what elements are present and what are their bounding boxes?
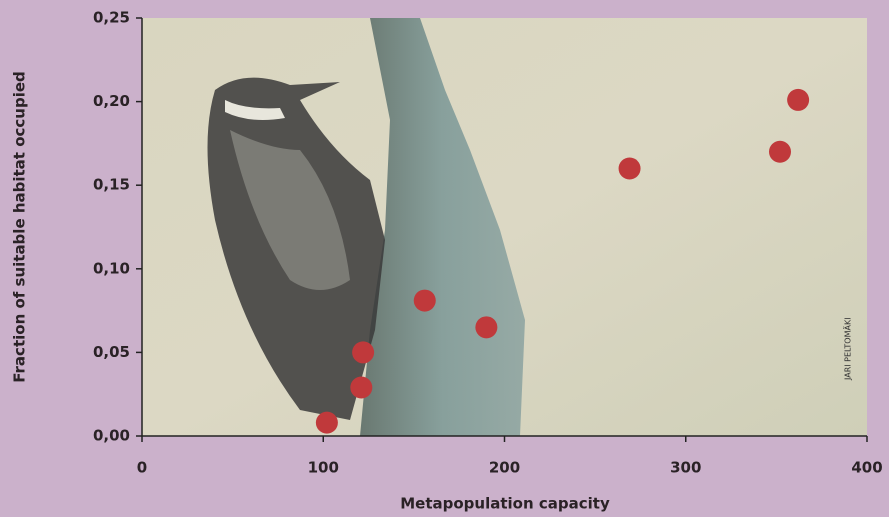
y-tick-label: 0,00 xyxy=(93,427,130,445)
x-tick-label: 100 xyxy=(308,459,339,477)
x-axis-title: Metapopulation capacity xyxy=(400,495,610,513)
point xyxy=(475,316,498,339)
point xyxy=(618,157,641,180)
point xyxy=(769,140,791,163)
x-tick-label: 0 xyxy=(137,459,147,477)
y-tick-label: 0,25 xyxy=(93,9,130,27)
x-tick-label: 400 xyxy=(851,459,882,477)
y-tick-label: 0,20 xyxy=(93,92,130,110)
point xyxy=(352,341,375,364)
y-tick-label: 0,15 xyxy=(93,176,130,194)
point xyxy=(315,411,338,434)
point xyxy=(413,289,436,312)
y-tick-label: 0,10 xyxy=(93,259,130,277)
y-tick-label: 0,05 xyxy=(93,343,130,361)
photo-credit: JARI PELTOMÄKI xyxy=(843,317,853,381)
background-photo xyxy=(142,18,867,436)
point xyxy=(350,376,373,399)
y-axis-title: Fraction of suitable habitat occupied xyxy=(11,71,29,383)
x-tick-label: 200 xyxy=(489,459,520,477)
point xyxy=(787,88,810,111)
x-tick-label: 300 xyxy=(670,459,701,477)
